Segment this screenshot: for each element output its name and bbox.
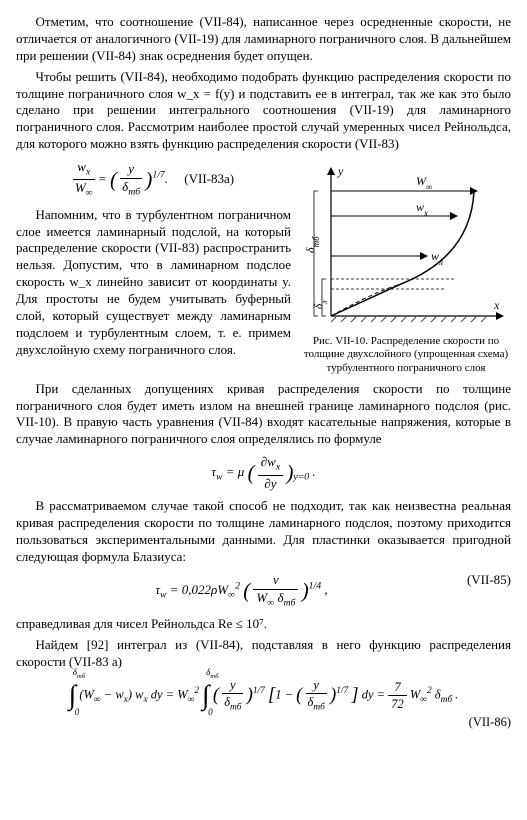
svg-text:wx: wx [416, 200, 428, 218]
equation-tau-w: τw = μ ( ∂wx ∂y )y=0 . [16, 454, 511, 492]
eq-number-83a: (VII-83a) [184, 171, 234, 186]
equation-vii-86: δтб ∫ 0 (W∞ − wx) wx dy = W∞2 δтб ∫ 0 ( … [16, 677, 511, 714]
eq-number-85: (VII-85) [467, 572, 511, 589]
axis-x-label: x [493, 298, 500, 312]
paragraph-6: справедливая для чисел Рейнольдса Re ≤ 1… [16, 616, 511, 633]
axis-y-label: y [337, 164, 344, 178]
paragraph-7: Найдем [92] интеграл из (VII-84), подста… [16, 637, 511, 671]
paragraph-2: Чтобы решить (VII-84), необходимо подобр… [16, 69, 511, 153]
eq-number-86: (VII-86) [469, 714, 511, 730]
paragraph-1: Отметим, что соотношение (VII-84), напис… [16, 14, 511, 65]
svg-text:δл: δл [313, 300, 329, 309]
svg-text:δтб: δтб [306, 236, 321, 253]
svg-text:W∞: W∞ [416, 174, 432, 192]
paragraph-5: В рассматриваемом случае такой способ не… [16, 498, 511, 566]
boundary-layer-diagram-svg: y x W∞ wx wл δтб δл [306, 161, 506, 331]
paragraph-4: При сделанных допущениях кривая распреде… [16, 381, 511, 449]
figure-caption: Рис. VII-10. Распределение скорости по т… [301, 335, 511, 375]
figure-vii-10: y x W∞ wx wл δтб δл [301, 161, 511, 375]
equation-vii-85: τw = 0,022ρW∞2 ( ν W∞ δтб )1/4 , (VII-85… [16, 572, 511, 610]
